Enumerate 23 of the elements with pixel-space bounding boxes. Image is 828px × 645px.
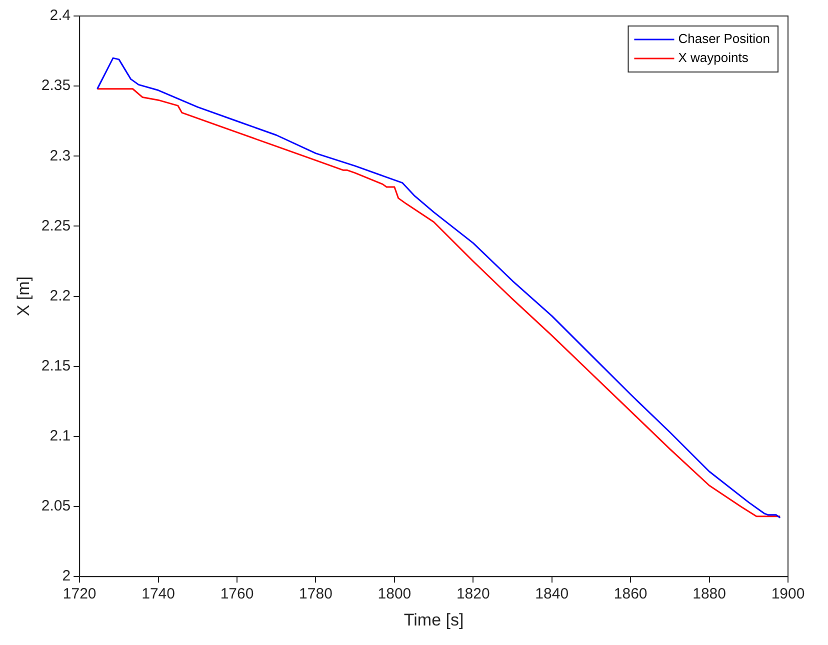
x-tick-label: 1760 [220, 586, 254, 603]
y-tick-label: 2.25 [41, 217, 71, 234]
x-tick-label: 1900 [771, 586, 805, 603]
x-tick-label: 1800 [378, 586, 412, 603]
y-tick-label: 2.35 [41, 77, 71, 94]
x-tick-label: 1880 [692, 586, 726, 603]
y-tick-label: 2 [62, 568, 71, 585]
x-tick-label: 1840 [535, 586, 569, 603]
y-axis-title: X [m] [14, 276, 33, 316]
legend-label: Chaser Position [678, 31, 770, 46]
x-tick-label: 1820 [456, 586, 490, 603]
y-tick-label: 2.3 [50, 147, 71, 164]
y-tick-label: 2.1 [50, 428, 71, 445]
y-tick-label: 2.15 [41, 358, 71, 375]
x-tick-label: 1740 [142, 586, 175, 603]
y-tick-label: 2.4 [50, 7, 71, 24]
x-axis-title: Time [s] [404, 610, 464, 630]
x-tick-label: 1860 [614, 586, 648, 603]
x-tick-label: 1720 [62, 586, 96, 603]
y-tick-label: 2.2 [50, 287, 71, 304]
x-tick-label: 1780 [299, 586, 332, 603]
y-tick-label: 2.05 [41, 498, 71, 515]
legend-label: X waypoints [678, 50, 749, 66]
